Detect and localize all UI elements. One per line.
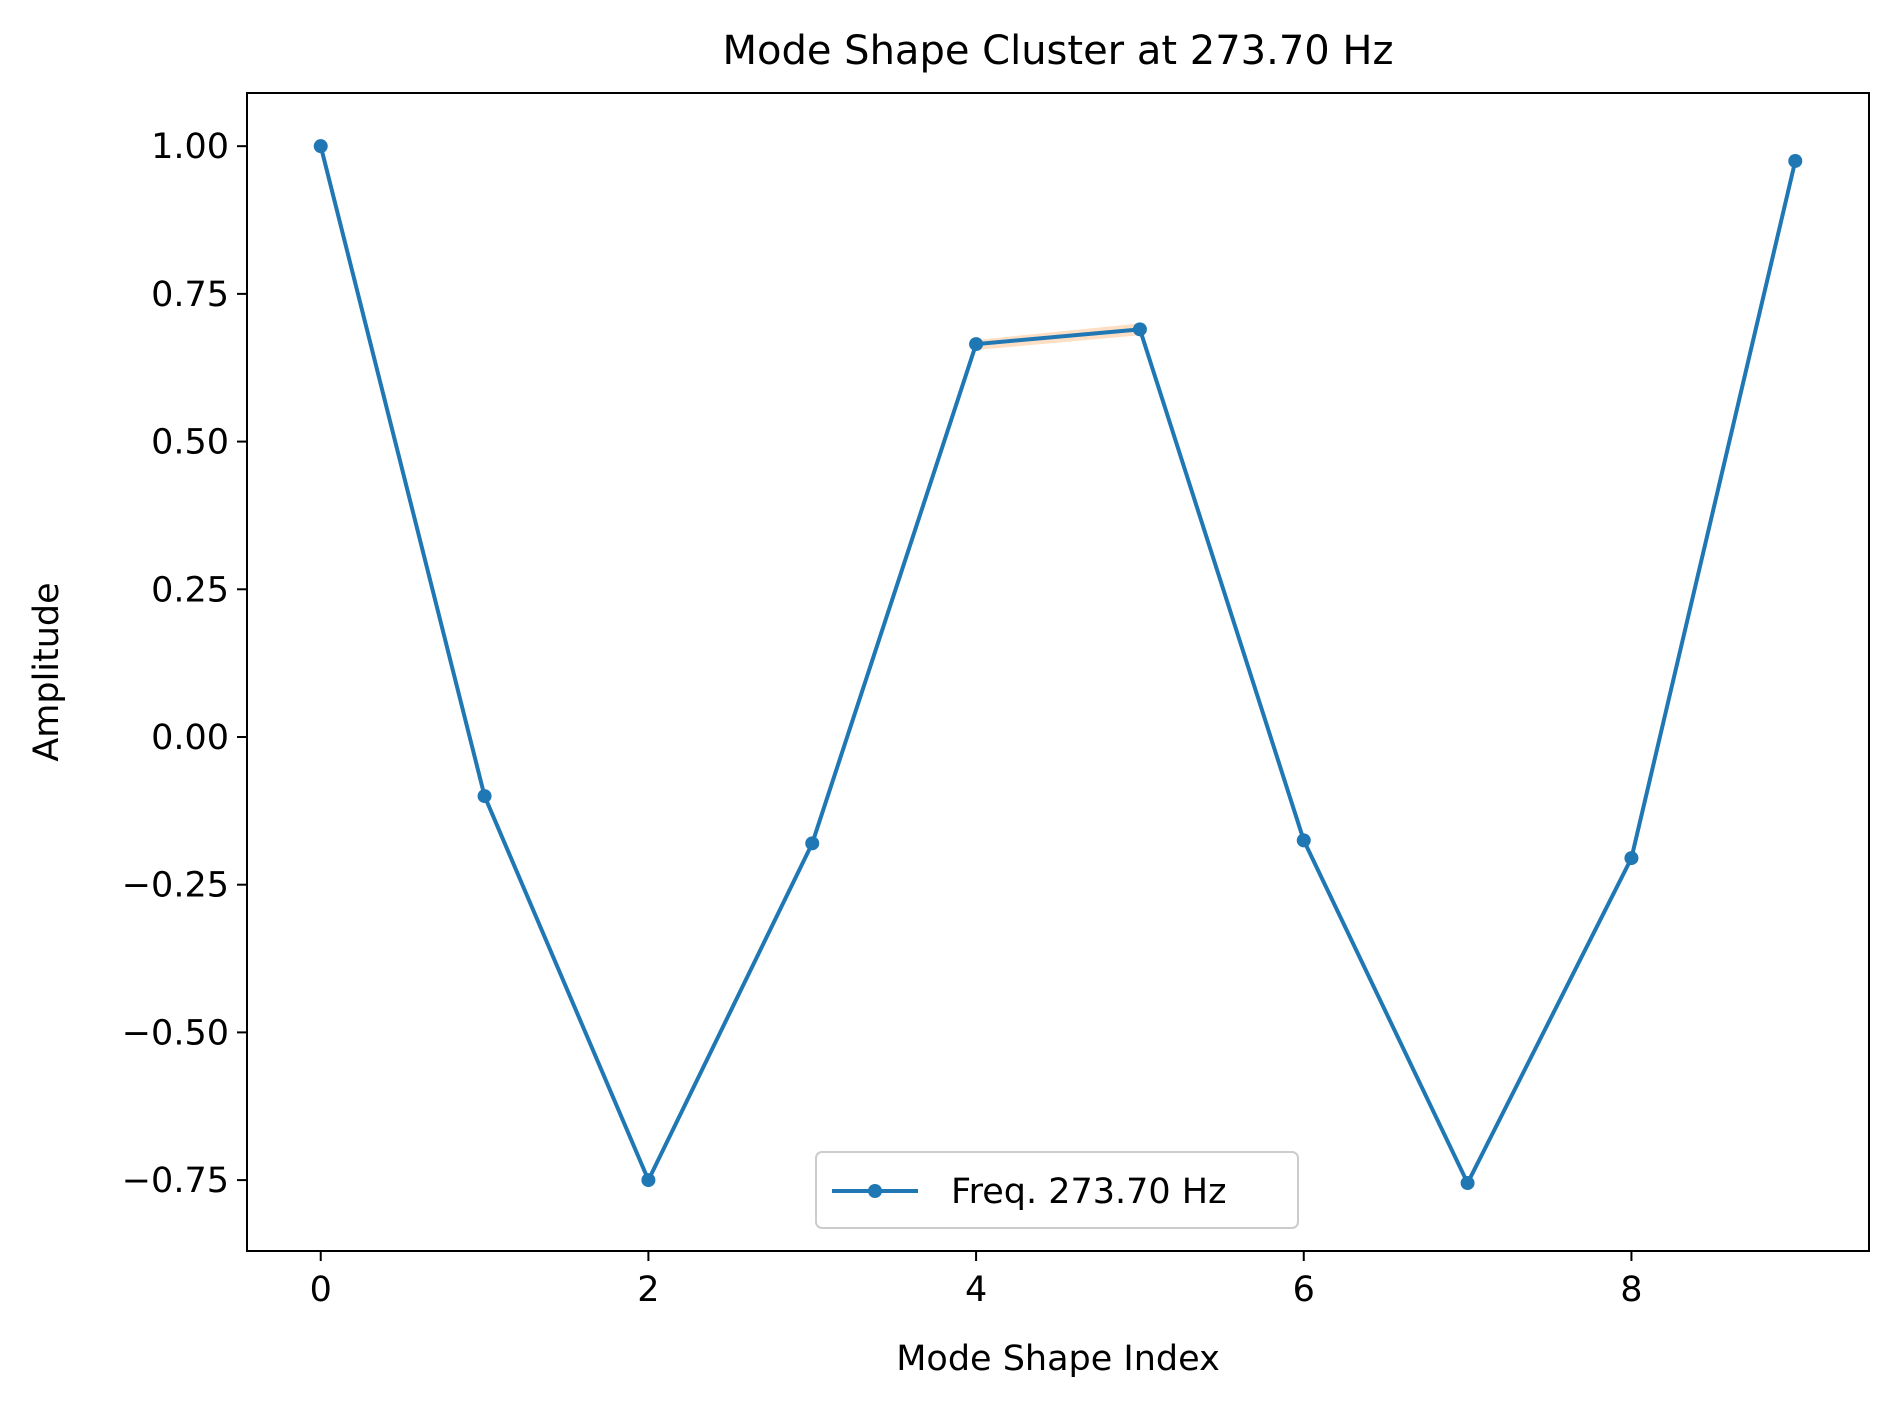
y-axis-ticks: 1.00 0.75 0.50 0.25 0.00 −0.25 −0.50 −0.75 (122, 127, 247, 1201)
x-axis-label: Mode Shape Index (896, 1339, 1220, 1379)
y-axis-label: Amplitude (27, 582, 67, 761)
legend-box (815, 1151, 1299, 1229)
series-line-layer (318, 145, 1798, 1186)
y-tick-label: 0.00 (151, 718, 229, 758)
series-line (318, 145, 1798, 1186)
x-tick-label: 6 (1293, 1270, 1315, 1310)
y-tick-label: 0.25 (151, 570, 229, 610)
y-tick-label: 0.50 (151, 423, 229, 463)
y-tick-label: 1.00 (151, 127, 229, 167)
data-point (1460, 1176, 1475, 1191)
x-tick-label: 8 (1620, 1270, 1642, 1310)
data-point (477, 789, 492, 804)
y-tick-label: 0.75 (151, 275, 229, 315)
y-tick-label: −0.75 (122, 1161, 229, 1201)
chart-title: Mode Shape Cluster at 273.70 Hz (722, 28, 1393, 74)
legend: Freq. 273.70 Hz (815, 1151, 1299, 1229)
legend-label: Freq. 273.70 Hz (951, 1172, 1227, 1212)
y-tick-label: −0.25 (122, 866, 229, 906)
plot-area-frame (246, 92, 1870, 1252)
data-point (805, 836, 820, 851)
data-point (641, 1173, 656, 1188)
series-point-layer (313, 139, 1803, 1191)
data-point (1624, 851, 1639, 866)
y-tick-label: −0.50 (122, 1013, 229, 1053)
x-tick-label: 2 (637, 1270, 659, 1310)
legend-marker-swatch (868, 1184, 882, 1198)
x-tick-label: 0 (310, 1270, 332, 1310)
data-point (1132, 322, 1147, 337)
data-point (1788, 153, 1803, 168)
data-point (1296, 833, 1311, 848)
data-point (969, 337, 984, 352)
x-axis-ticks: 0 2 4 6 8 (310, 1251, 1643, 1310)
data-point (313, 139, 328, 154)
x-tick-label: 4 (965, 1270, 987, 1310)
